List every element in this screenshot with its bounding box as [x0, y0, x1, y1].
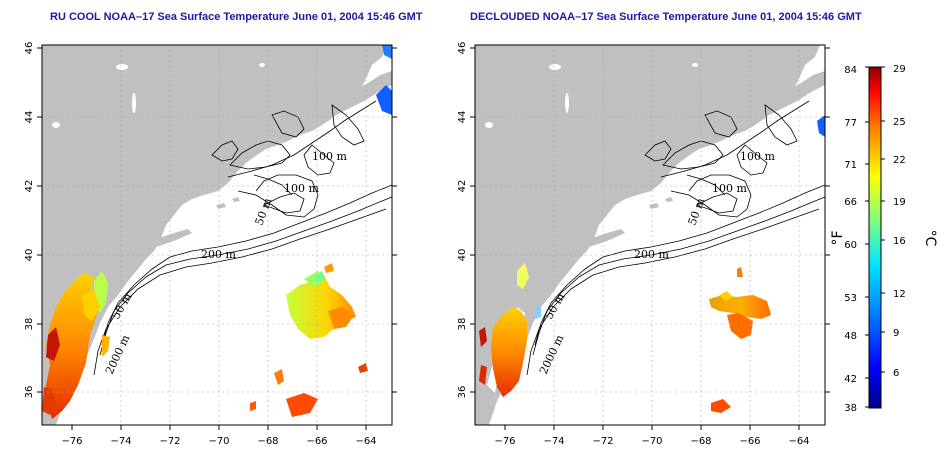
longitude-tick-label: −76	[494, 436, 515, 447]
contour-label: 100 m	[312, 150, 347, 163]
latitude-tick-label: 42	[457, 180, 468, 193]
celsius-tick-label: 16	[893, 236, 906, 247]
celsius-tick-label: 25	[893, 117, 906, 128]
longitude-tick-label: −64	[355, 436, 376, 447]
contour-label: 200 m	[634, 248, 669, 261]
latitude-tick-label: 40	[457, 249, 468, 262]
left-map-title: RU COOL NOAA–17 Sea Surface Temperature …	[50, 11, 423, 23]
celsius-tick-label: 19	[893, 197, 906, 208]
contour-label: 100 m	[740, 150, 775, 163]
latitude-tick-label: 38	[24, 318, 35, 331]
fahrenheit-tick-label: 84	[844, 65, 857, 76]
left-longitude-labels: −76 −74 −72 −70 −68 −66 −64	[61, 436, 376, 447]
latitude-tick-label: 44	[457, 111, 468, 124]
celsius-tick-label: 29	[893, 64, 906, 75]
latitude-tick-label: 42	[24, 180, 35, 193]
longitude-tick-label: −68	[690, 436, 711, 447]
longitude-tick-label: −64	[788, 436, 809, 447]
celsius-unit-label: °C	[922, 230, 938, 247]
left-sst-coastal-patch	[42, 271, 110, 419]
right-map	[474, 44, 826, 426]
longitude-tick-label: −66	[306, 436, 327, 447]
latitude-tick-label: 44	[24, 111, 35, 124]
latitude-tick-label: 40	[24, 249, 35, 262]
fahrenheit-unit-label: °F	[830, 230, 846, 245]
contour-label: 100 m	[284, 182, 319, 195]
longitude-tick-label: −74	[543, 436, 564, 447]
right-latitude-labels: 46 44 42 40 38 36	[457, 42, 468, 399]
celsius-tick-label: 22	[893, 155, 906, 166]
latitude-tick-label: 36	[24, 386, 35, 399]
celsius-ticks: 29 25 22 19 16 12 9 6	[893, 64, 906, 379]
contour-label: 100 m	[712, 182, 747, 195]
fahrenheit-tick-label: 53	[844, 293, 857, 304]
right-map-base	[474, 44, 826, 426]
fahrenheit-tick-label: 77	[844, 118, 857, 129]
colorbar-gradient	[868, 66, 882, 409]
left-latitude-labels: 46 44 42 40 38 36	[24, 42, 35, 399]
left-sst-small-patches	[250, 45, 392, 417]
latitude-tick-label: 38	[457, 318, 468, 331]
right-map-title: DECLOUDED NOAA–17 Sea Surface Temperatur…	[470, 11, 862, 23]
right-sst-offshore-patch	[709, 291, 771, 339]
celsius-tick-label: 9	[893, 328, 899, 339]
longitude-tick-label: −74	[110, 436, 131, 447]
fahrenheit-tick-label: 71	[844, 160, 857, 171]
longitude-tick-label: −70	[208, 436, 229, 447]
celsius-tick-label: 6	[893, 368, 899, 379]
fahrenheit-tick-label: 48	[844, 331, 857, 342]
fahrenheit-tick-label: 38	[844, 403, 857, 414]
right-sst-coastal-patch	[479, 263, 541, 397]
longitude-tick-label: −72	[159, 436, 180, 447]
fahrenheit-tick-label: 60	[844, 240, 857, 251]
celsius-tick-label: 12	[893, 289, 906, 300]
right-sst-small-patches	[711, 115, 825, 413]
latitude-tick-label: 46	[24, 42, 35, 55]
latitude-tick-label: 36	[457, 386, 468, 399]
longitude-tick-label: −70	[641, 436, 662, 447]
left-map	[41, 44, 393, 426]
longitude-tick-label: −76	[61, 436, 82, 447]
contour-label: 200 m	[201, 248, 236, 261]
left-map-base	[41, 44, 393, 426]
right-map-frame	[470, 44, 830, 430]
longitude-tick-label: −68	[257, 436, 278, 447]
fahrenheit-ticks: 84 77 71 66 60 53 48 42 38	[844, 65, 857, 414]
right-longitude-labels: −76 −74 −72 −70 −68 −66 −64	[494, 436, 809, 447]
fahrenheit-tick-label: 66	[844, 197, 857, 208]
temperature-colorbar: 84 77 71 66 60 53 48 42 38 29 25 22 19 1…	[830, 64, 938, 414]
left-sst-offshore-patch	[286, 271, 356, 339]
latitude-tick-label: 46	[457, 42, 468, 55]
fahrenheit-tick-label: 42	[844, 374, 857, 385]
longitude-tick-label: −66	[739, 436, 760, 447]
longitude-tick-label: −72	[592, 436, 613, 447]
left-map-frame	[37, 44, 397, 430]
